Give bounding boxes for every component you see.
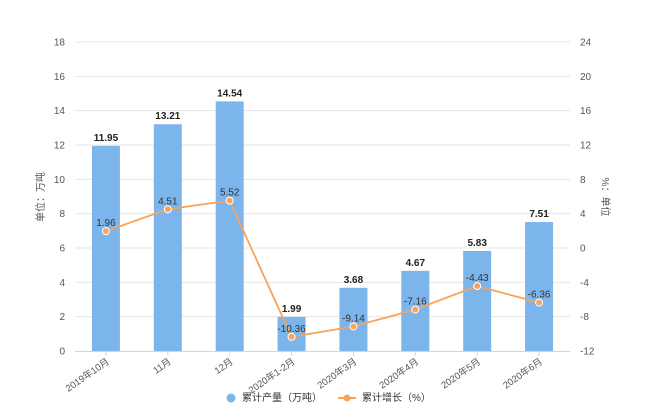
bar-data-label: 13.21 bbox=[155, 111, 180, 122]
y-tick-label: 8 bbox=[59, 209, 65, 220]
line-data-label: 5.52 bbox=[220, 188, 240, 199]
bar bbox=[525, 222, 554, 351]
y-tick-label: 0 bbox=[59, 347, 65, 358]
y-tick-label: 12 bbox=[54, 141, 66, 152]
y-tick-label: 16 bbox=[54, 72, 66, 83]
bar bbox=[463, 250, 492, 351]
x-tick-label: 2020年5月 bbox=[439, 356, 483, 392]
gridlines bbox=[75, 41, 570, 318]
y-tick-label: 2 bbox=[59, 312, 65, 323]
bar-data-label: 7.51 bbox=[529, 209, 549, 220]
line-point bbox=[411, 305, 420, 314]
line-data-label: -7.16 bbox=[404, 296, 427, 307]
legend-swatch-line-dot bbox=[343, 394, 351, 402]
line-point bbox=[163, 205, 172, 214]
y-tick-label: 10 bbox=[54, 175, 66, 186]
y2-tick-label: 12 bbox=[580, 141, 592, 152]
y-tick-label: 4 bbox=[59, 278, 65, 289]
bar-data-label: 11.95 bbox=[94, 133, 119, 144]
axes: 024681012141618-12-8-4048121620242019年10… bbox=[54, 38, 595, 397]
bar bbox=[215, 101, 244, 351]
y-tick-label: 14 bbox=[54, 106, 66, 117]
y2-tick-label: 8 bbox=[580, 175, 586, 186]
line-point bbox=[473, 282, 482, 291]
legend-swatch-bar bbox=[226, 393, 236, 403]
bar bbox=[339, 287, 368, 351]
bar bbox=[153, 124, 182, 351]
x-tick-label: 11月 bbox=[151, 356, 173, 376]
line-series bbox=[101, 196, 544, 341]
y2-tick-label: 0 bbox=[580, 244, 586, 255]
x-tick-label: 2020年1-2月 bbox=[246, 356, 297, 397]
y-axis-title: 单位：万吨 bbox=[34, 172, 47, 222]
line-data-label: 1.96 bbox=[96, 218, 116, 229]
bar-data-label: 1.99 bbox=[282, 304, 302, 315]
y2-tick-label: -12 bbox=[580, 347, 595, 358]
x-tick-label: 2020年3月 bbox=[315, 356, 359, 392]
x-tick-label: 2019年10月 bbox=[63, 356, 111, 395]
data-labels: 11.95 13.21 14.54 1.99 3.68 4.67 5.83 7.51 1.96 4… bbox=[94, 88, 551, 335]
bar-data-label: 3.68 bbox=[344, 275, 364, 286]
line-data-label: -6.36 bbox=[528, 290, 551, 301]
x-tick-label: 2020年4月 bbox=[377, 356, 421, 392]
line-point bbox=[225, 196, 234, 205]
bar-series bbox=[91, 101, 554, 351]
y2-tick-label: 20 bbox=[580, 72, 592, 83]
y2-tick-label: -8 bbox=[580, 312, 589, 323]
x-tick-label: 12月 bbox=[213, 356, 236, 377]
y2-tick-label: 24 bbox=[580, 38, 592, 49]
bar bbox=[91, 145, 120, 351]
y2-tick-label: 4 bbox=[580, 209, 586, 220]
legend-label-bar: 累计产量（万吨） bbox=[242, 391, 322, 404]
line-point bbox=[535, 298, 544, 307]
line-data-label: -9.14 bbox=[342, 313, 365, 324]
bar-data-label: 4.67 bbox=[406, 258, 426, 269]
legend-label-line: 累计增长（%） bbox=[362, 391, 431, 404]
y-tick-label: 6 bbox=[59, 244, 65, 255]
line-point bbox=[101, 227, 110, 236]
line-point bbox=[349, 322, 358, 331]
growth-line bbox=[105, 199, 540, 338]
line-data-label: -4.43 bbox=[466, 273, 489, 284]
line-data-label: 4.51 bbox=[158, 196, 178, 207]
bar-data-label: 5.83 bbox=[467, 238, 487, 249]
line-point bbox=[287, 332, 296, 341]
legend: 累计产量（万吨） 累计增长（%） bbox=[226, 391, 431, 404]
line-data-label: -10.36 bbox=[277, 324, 306, 335]
x-tick-label: 2020年6月 bbox=[501, 356, 545, 392]
y2-tick-label: -4 bbox=[580, 278, 589, 289]
y2-tick-label: 16 bbox=[580, 106, 592, 117]
y-tick-label: 18 bbox=[54, 38, 66, 49]
y2-axis-title: %：单位 bbox=[599, 178, 612, 217]
bar-data-label: 14.54 bbox=[217, 88, 242, 99]
